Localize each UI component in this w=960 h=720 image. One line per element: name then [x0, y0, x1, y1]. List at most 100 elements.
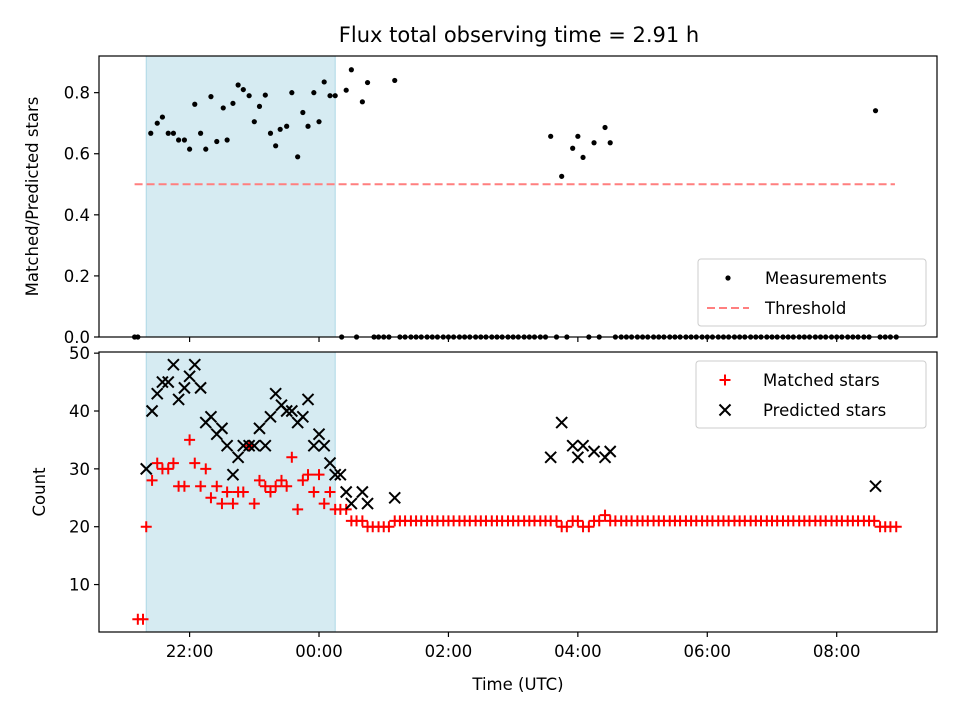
matched-point: [572, 515, 584, 527]
predicted-point: [259, 439, 272, 452]
measurement-point: [327, 93, 333, 99]
predicted-point: [339, 485, 353, 499]
measurement-point: [181, 137, 188, 143]
measurement-point: [175, 137, 182, 143]
x-tick-label: 22:00: [166, 642, 214, 661]
predicted-point: [162, 375, 175, 389]
measurement-point: [295, 154, 301, 160]
y-tick-label: 20: [69, 518, 90, 537]
predicted-point: [204, 410, 218, 424]
matched-point: [583, 521, 595, 533]
matched-point: [137, 613, 149, 625]
matched-point: [167, 457, 179, 469]
bottom-panel: 10 20 30 40 50 22:00 00:00 02:00 04:00 06:00 08:00…: [30, 344, 938, 694]
predicted-point: [183, 370, 196, 383]
predicted-point: [172, 393, 185, 406]
y-tick-label: 0.8: [64, 84, 90, 103]
measurement-point: [348, 67, 354, 73]
predicted-point: [242, 439, 256, 452]
legend: Measurements Threshold: [697, 258, 927, 327]
predicted-point: [388, 491, 401, 504]
measurement-point: [321, 79, 327, 85]
legend-label-matched: Matched stars: [763, 371, 880, 390]
measurement-point: [548, 133, 554, 139]
measurement-point: [154, 120, 160, 126]
predicted-point: [345, 497, 358, 510]
matched-point: [189, 457, 201, 469]
measurement-point: [224, 137, 230, 143]
x-tick-label: 02:00: [425, 642, 473, 661]
matched-point: [308, 486, 320, 498]
y-tick-label: 0.0: [64, 328, 90, 347]
matched-point: [259, 480, 271, 492]
matched-point: [151, 457, 163, 469]
matched-point: [297, 474, 309, 486]
measurement-point: [197, 130, 204, 136]
y-tick-label: 0.4: [64, 206, 90, 225]
measurement-point: [267, 130, 274, 136]
measurement-point: [580, 154, 586, 161]
y-tick-label: 0.6: [64, 145, 90, 164]
measurement-point: [359, 99, 365, 105]
matched-point: [227, 498, 239, 510]
x-axis-label: Time (UTC): [471, 675, 563, 694]
predicted-point: [140, 462, 153, 476]
predicted-point: [167, 358, 180, 371]
legend: Matched stars Predicted stars: [695, 360, 927, 429]
matched-point: [324, 486, 336, 498]
predicted-point: [145, 404, 159, 418]
legend-label-predicted: Predicted stars: [763, 401, 886, 420]
matched-point: [286, 451, 298, 463]
matched-point: [313, 469, 325, 481]
matched-point: [383, 521, 395, 533]
matched-point: [140, 521, 152, 533]
legend-marker-matched: [719, 374, 731, 386]
x-tick-label: 08:00: [813, 642, 861, 661]
predicted-point: [269, 387, 282, 400]
matched-point: [593, 515, 605, 527]
y-tick-label: 10: [69, 576, 90, 595]
measurement-point: [230, 100, 236, 106]
matched-point: [318, 498, 330, 510]
measurement-point: [186, 146, 193, 152]
matched-point: [253, 474, 265, 486]
measurement-point: [251, 119, 257, 125]
measurement-point: [273, 143, 279, 149]
predicted-point: [604, 445, 617, 458]
y-tick-label: 50: [69, 344, 90, 363]
predicted-point: [571, 451, 585, 464]
matched-point: [890, 521, 902, 533]
predicted-point: [253, 422, 266, 435]
predicted-point: [226, 468, 240, 481]
matched-point: [275, 474, 287, 486]
measurement-point: [289, 90, 295, 96]
predicted-point: [555, 416, 568, 429]
matched-point: [356, 515, 368, 527]
predicted-point: [587, 445, 601, 458]
y-tick-label: 40: [69, 402, 90, 421]
top-panel: 0.0 0.2 0.4 0.6 0.8 Matched/Predicted stars Me…: [23, 55, 938, 347]
matched-point: [216, 498, 228, 510]
y-tick-label: 0.2: [64, 267, 90, 286]
predicted-point: [544, 451, 557, 464]
matched-point: [270, 480, 282, 492]
measurement-point: [262, 92, 268, 98]
matched-point: [205, 492, 217, 504]
measurement-point: [591, 140, 597, 146]
matched-point: [561, 521, 573, 533]
legend-label-measurements: Measurements: [765, 269, 887, 288]
matched-point: [248, 498, 260, 510]
measurement-point: [364, 79, 371, 86]
predicted-point: [285, 404, 299, 418]
legend-box: [695, 360, 927, 429]
predicted-point: [296, 410, 310, 424]
predicted-point: [220, 439, 234, 452]
matched-point: [221, 486, 233, 498]
matched-point: [264, 486, 276, 498]
x-tick-label: 00:00: [295, 642, 343, 661]
matched-point: [195, 480, 207, 492]
y-tick-label: 30: [69, 460, 90, 479]
predicted-point: [194, 381, 207, 395]
y-axis-label: Count: [30, 467, 49, 517]
